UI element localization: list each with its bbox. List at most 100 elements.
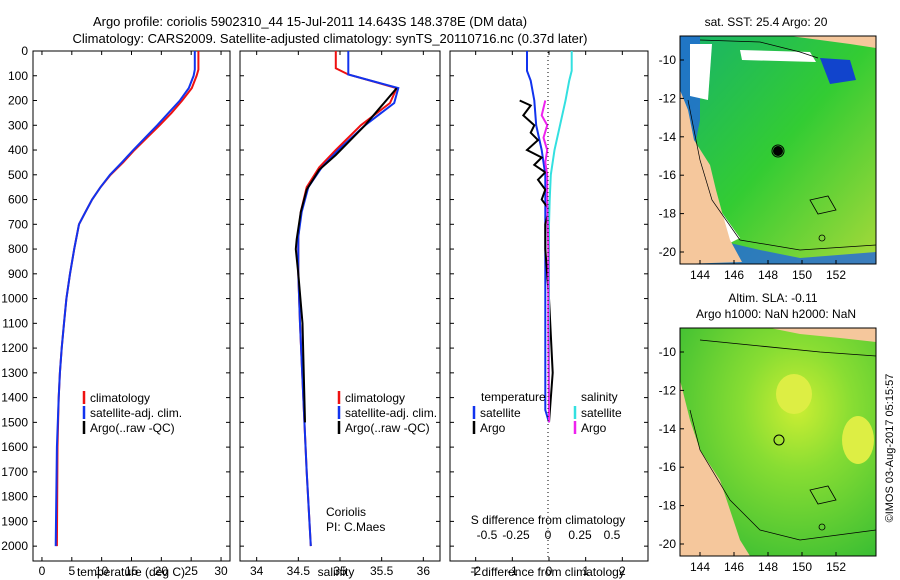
sst-map bbox=[679, 35, 877, 265]
salinity-panel bbox=[239, 50, 441, 562]
depth-tick-label: 500 bbox=[8, 168, 28, 182]
diff-legend-salinity: salinity bbox=[581, 390, 618, 404]
depth-tick-label: 1500 bbox=[1, 415, 28, 429]
temperature-xlabel: temperature (deg C) bbox=[77, 565, 185, 579]
s-tick-label: -0.25 bbox=[502, 528, 530, 542]
diff-legend-t-argo: Argo bbox=[480, 421, 506, 435]
map-x-tick-label: 148 bbox=[758, 560, 778, 574]
depth-tick-label: 1300 bbox=[1, 366, 28, 380]
depth-tick-label: 1000 bbox=[1, 292, 28, 306]
map-y-tick-label: -10 bbox=[659, 53, 677, 67]
map-y-tick-label: -16 bbox=[659, 168, 677, 182]
map-y-tick-label: -12 bbox=[659, 383, 677, 397]
series-line-salinity-argo bbox=[540, 100, 550, 423]
s-diff-label: S difference from climatology bbox=[471, 513, 626, 527]
x-tick-label: 35 bbox=[333, 564, 347, 578]
pi-label: PI: C.Maes bbox=[326, 520, 385, 534]
s-tick-label: -0.5 bbox=[477, 528, 498, 542]
series-line-satellite-adj-clim- bbox=[54, 51, 196, 547]
x-tick-label: 34 bbox=[250, 564, 264, 578]
s-tick-label: 0 bbox=[545, 528, 552, 542]
x-tick-label: 35.5 bbox=[370, 564, 394, 578]
series-line-temperature-satellite bbox=[526, 51, 550, 423]
sla-map-title2: Argo h1000: NaN h2000: NaN bbox=[696, 307, 856, 321]
series-line-temperature-argo bbox=[519, 99, 554, 423]
legend-climatology: climatology bbox=[90, 391, 150, 405]
sst-map-title: sat. SST: 25.4 Argo: 20 bbox=[705, 15, 828, 29]
diff-legend-s-argo: Argo bbox=[581, 421, 607, 435]
depth-tick-label: 300 bbox=[8, 118, 28, 132]
x-tick-label: 25 bbox=[185, 564, 199, 578]
map-y-tick-label: -12 bbox=[659, 91, 677, 105]
sal-legend-climatology: climatology bbox=[345, 391, 405, 405]
x-tick-label: 36 bbox=[417, 564, 431, 578]
map-y-tick-label: -16 bbox=[659, 460, 677, 474]
x-tick-label: -2 bbox=[470, 564, 481, 578]
salinity-lines bbox=[294, 51, 400, 547]
depth-tick-label: 0 bbox=[21, 44, 28, 58]
sst-map-y-ticks: -10 -12 -14 -16 -18 -20 bbox=[659, 53, 684, 259]
sal-legend-satellite: satellite-adj. clim. bbox=[345, 406, 437, 420]
map-y-tick-label: -18 bbox=[659, 207, 677, 221]
x-tick-label: 34.5 bbox=[287, 564, 311, 578]
sal-legend-argo: Argo(..raw -QC) bbox=[345, 421, 430, 435]
diff-legend-t-sat: satellite bbox=[480, 406, 521, 420]
map-x-tick-label: 144 bbox=[690, 268, 710, 282]
depth-tick-label: 900 bbox=[8, 267, 28, 281]
map-x-tick-label: 146 bbox=[724, 560, 744, 574]
sla-map-title1: Altim. SLA: -0.11 bbox=[728, 291, 817, 305]
sla-map-y-ticks: -10 -12 -14 -16 -18 -20 bbox=[659, 345, 684, 551]
x-tick-label: 2 bbox=[619, 564, 626, 578]
sst-argo-marker bbox=[773, 146, 783, 156]
series-line-satellite-adj-clim- bbox=[297, 51, 400, 547]
temperature-x-ticks: 0 5 10 15 20 25 30 bbox=[39, 51, 228, 578]
temperature-panel bbox=[32, 50, 231, 562]
depth-tick-label: 100 bbox=[8, 69, 28, 83]
depth-tick-label: 1400 bbox=[1, 391, 28, 405]
depth-tick-label: 1700 bbox=[1, 465, 28, 479]
temperature-lines bbox=[54, 51, 200, 547]
depth-tick-label: 800 bbox=[8, 242, 28, 256]
depth-tick-label: 600 bbox=[8, 193, 28, 207]
x-tick-label: 10 bbox=[95, 564, 109, 578]
map-y-tick-label: -14 bbox=[659, 422, 677, 436]
map-y-tick-label: -18 bbox=[659, 499, 677, 513]
series-line-climatology bbox=[297, 51, 399, 547]
x-tick-label: 30 bbox=[214, 564, 228, 578]
map-y-tick-label: -20 bbox=[659, 245, 677, 259]
x-tick-label: 0 bbox=[546, 564, 553, 578]
depth-tick-label: 1600 bbox=[1, 440, 28, 454]
s-tick-label: 0.5 bbox=[604, 528, 621, 542]
difference-lines bbox=[519, 51, 573, 423]
depth-axis: 0 100 200 300 400 500 600 700 800 900 1000 1100 1200… bbox=[1, 44, 648, 553]
x-tick-label: 1 bbox=[582, 564, 589, 578]
depth-tick-label: 1800 bbox=[1, 490, 28, 504]
map-x-tick-label: 146 bbox=[724, 268, 744, 282]
map-x-tick-label: 152 bbox=[826, 560, 846, 574]
series-line-climatology bbox=[55, 51, 200, 547]
sla-map bbox=[679, 327, 877, 557]
salinity-xlabel: salinity bbox=[318, 565, 355, 579]
credit-text: ©IMOS 03-Aug-2017 05:15:57 bbox=[884, 374, 896, 523]
salinity-legend: climatology satellite-adj. clim. Argo(..… bbox=[337, 391, 437, 435]
depth-tick-label: 400 bbox=[8, 143, 28, 157]
series-line-argo-raw-qc- bbox=[294, 87, 398, 423]
diff-legend-s-sat: satellite bbox=[581, 406, 622, 420]
title-line2: Climatology: CARS2009. Satellite-adjuste… bbox=[73, 31, 588, 46]
depth-tick-label: 200 bbox=[8, 94, 28, 108]
diff-legend-temperature: temperature bbox=[481, 390, 546, 404]
s-tick-label: 0.25 bbox=[568, 528, 592, 542]
map-x-tick-label: 150 bbox=[792, 268, 812, 282]
map-y-tick-label: -10 bbox=[659, 345, 677, 359]
x-tick-label: 0 bbox=[39, 564, 46, 578]
x-tick-label: 15 bbox=[125, 564, 139, 578]
map-y-tick-label: -20 bbox=[659, 537, 677, 551]
depth-tick-label: 1200 bbox=[1, 341, 28, 355]
salinity-x-ticks: 34 34.5 35 35.5 36 bbox=[250, 51, 430, 578]
x-tick-label: 20 bbox=[155, 564, 169, 578]
temperature-legend: climatology satellite-adj. clim. Argo(..… bbox=[82, 391, 182, 435]
depth-tick-label: 1900 bbox=[1, 514, 28, 528]
title-line1: Argo profile: coriolis 5902310_44 15-Jul… bbox=[93, 14, 527, 29]
legend-satellite: satellite-adj. clim. bbox=[90, 406, 182, 420]
